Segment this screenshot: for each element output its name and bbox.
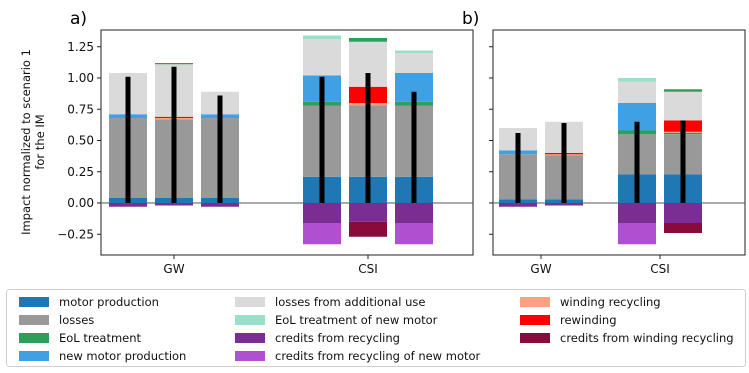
legend: motor production losses EoL treatment new m… <box>6 289 746 367</box>
legend-label: rewinding <box>560 313 617 327</box>
legend-label: motor production <box>59 295 159 309</box>
legend-item-winding-recycling: winding recycling <box>520 294 661 310</box>
plot-frame <box>100 29 474 256</box>
total-line <box>319 76 325 203</box>
bar-segment-credits-recycling-new-motor <box>303 223 341 245</box>
y-axis-label-line: Impact normalized to scenario 1 <box>19 49 33 235</box>
bar-segment-credits-winding-recycling <box>349 221 387 237</box>
legend-item-rewinding: rewinding <box>520 312 617 328</box>
bar-segment-eol-treatment <box>664 89 702 92</box>
y-tick-label: −0.25 <box>57 227 94 241</box>
legend-swatch <box>520 333 550 343</box>
panel-label: a) <box>70 9 87 29</box>
bar-segment-eol-treatment-new-motor <box>303 35 341 40</box>
legend-item-credits-winding-recycling: credits from winding recycling <box>520 330 734 346</box>
legend-label: credits from recycling of new motor <box>275 349 481 363</box>
legend-swatch <box>235 351 265 361</box>
y-tick-label: 0.25 <box>67 165 94 179</box>
bar-segment-credits-recycling-new-motor <box>618 223 656 245</box>
bar-segment-credits-recycling <box>349 203 387 222</box>
bar-segment-credits-recycling <box>155 203 193 206</box>
total-line <box>217 95 223 203</box>
legend-label: new motor production <box>59 349 187 363</box>
legend-label: credits from recycling <box>275 331 400 345</box>
bar-segment-credits-recycling <box>201 203 239 207</box>
legend-item-new-motor-production: new motor production <box>19 348 186 364</box>
legend-swatch <box>520 315 550 325</box>
legend-label: losses <box>59 313 95 327</box>
y-axis-label-line: for the IM <box>33 114 47 169</box>
legend-swatch <box>235 333 265 343</box>
legend-item-eol-treatment: EoL treatment <box>19 330 141 346</box>
x-tick-label: GW <box>163 262 184 276</box>
panel-label: b) <box>462 9 479 29</box>
legend-swatch <box>235 297 265 307</box>
bar-segment-eol-treatment <box>349 38 387 42</box>
bar-segment-credits-recycling <box>545 203 583 206</box>
legend-label: credits from winding recycling <box>560 331 734 345</box>
legend-item-credits-recycling: credits from recycling <box>235 330 400 346</box>
bar-segment-credits-recycling <box>303 203 341 223</box>
legend-label: losses from additional use <box>275 295 426 309</box>
bar-segment-losses-additional-use <box>664 91 702 121</box>
y-tick-label: 1.00 <box>67 71 94 85</box>
legend-swatch <box>19 297 49 307</box>
panel-a: −0.25 0.00 0.25 0.50 0.75 1.00 1.25 GW CSI a) Impa… <box>19 9 474 276</box>
y-tick-label: 0.75 <box>67 102 94 116</box>
legend-swatch <box>235 315 265 325</box>
legend-item-losses: losses <box>19 312 94 328</box>
bar-segment-credits-recycling <box>499 203 537 207</box>
total-line <box>411 91 417 203</box>
x-tick-label: CSI <box>358 262 378 276</box>
legend-label: winding recycling <box>560 295 661 309</box>
bar-segment-credits-recycling <box>395 203 433 223</box>
legend-swatch <box>19 315 49 325</box>
total-line <box>171 66 177 203</box>
bar-segment-eol-treatment <box>155 63 193 65</box>
y-tick-label: 1.25 <box>67 40 94 54</box>
bar-segment-credits-recycling <box>618 203 656 223</box>
legend-swatch <box>19 333 49 343</box>
total-line <box>634 121 640 203</box>
legend-label: EoL treatment <box>59 331 142 345</box>
y-axis-label: Impact normalized to scenario 1for the I… <box>19 49 47 235</box>
bar-segment-credits-winding-recycling <box>664 223 702 233</box>
legend-item-credits-recycling-new-motor: credits from recycling of new motor <box>235 348 480 364</box>
bar-segment-credits-recycling-new-motor <box>395 223 433 245</box>
x-tick-label: GW <box>530 262 551 276</box>
x-tick-label: CSI <box>650 262 670 276</box>
total-line <box>561 123 567 203</box>
legend-label: EoL treatment of new motor <box>275 313 438 327</box>
legend-item-losses-additional-use: losses from additional use <box>235 294 425 310</box>
figure: −0.25 0.00 0.25 0.50 0.75 1.00 1.25 GW CSI a) Impa… <box>19 9 746 276</box>
total-line <box>680 120 686 203</box>
panel-b: GW CSI b) <box>462 9 746 276</box>
plot-frame <box>492 29 746 256</box>
y-tick-label: 0.50 <box>67 134 94 148</box>
bar-segment-eol-treatment-new-motor <box>395 50 433 53</box>
y-tick-label: 0.00 <box>67 196 94 210</box>
legend-item-motor-production: motor production <box>19 294 159 310</box>
bar-segment-eol-treatment-new-motor <box>618 78 656 82</box>
bar-segment-losses-additional-use <box>618 81 656 103</box>
bar-segment-losses-additional-use <box>395 53 433 73</box>
legend-swatch <box>520 297 550 307</box>
bar-segment-credits-recycling <box>109 203 147 207</box>
total-line <box>365 73 371 203</box>
bar-segment-losses-additional-use <box>303 39 341 76</box>
total-line <box>515 133 521 203</box>
legend-item-eol-treatment-new-motor: EoL treatment of new motor <box>235 312 437 328</box>
legend-swatch <box>19 351 49 361</box>
bar-segment-credits-recycling <box>664 203 702 223</box>
total-line <box>125 76 131 203</box>
